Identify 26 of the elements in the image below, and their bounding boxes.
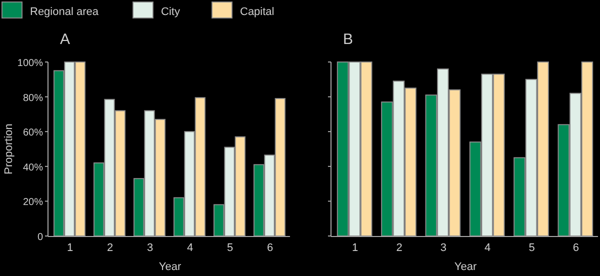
y-axis-title: Proportion [3, 124, 15, 174]
x-tick-label: 6 [572, 242, 579, 254]
x-tick-label: 1 [352, 242, 358, 254]
y-tick-label: 20% [22, 197, 44, 208]
chart-title: A [60, 31, 70, 48]
x-tick-label: 3 [146, 242, 154, 254]
chart-title: B [343, 31, 354, 48]
x-tick-label: 3 [440, 242, 446, 254]
x-axis-title: Year [158, 261, 182, 273]
legend-label: Capital [240, 6, 274, 18]
y-tick-label: 80% [22, 92, 44, 104]
y-tick-label: 0 [37, 232, 44, 243]
x-tick-label: 5 [528, 242, 535, 254]
y-tick-label: 100% [17, 58, 44, 69]
legend-label: City [161, 6, 180, 18]
x-tick-label: 6 [266, 242, 274, 254]
legend-label: Regional area [30, 6, 100, 18]
x-tick-label: 1 [66, 242, 74, 254]
x-tick-label: 2 [106, 242, 114, 254]
x-tick-label: 2 [396, 242, 402, 254]
x-axis-title: Year [454, 261, 477, 273]
y-tick-label: 60% [22, 128, 44, 139]
x-tick-label: 4 [186, 242, 194, 254]
x-tick-label: 5 [226, 242, 234, 254]
y-tick-label: 40% [22, 162, 44, 174]
x-tick-label: 4 [484, 242, 491, 254]
